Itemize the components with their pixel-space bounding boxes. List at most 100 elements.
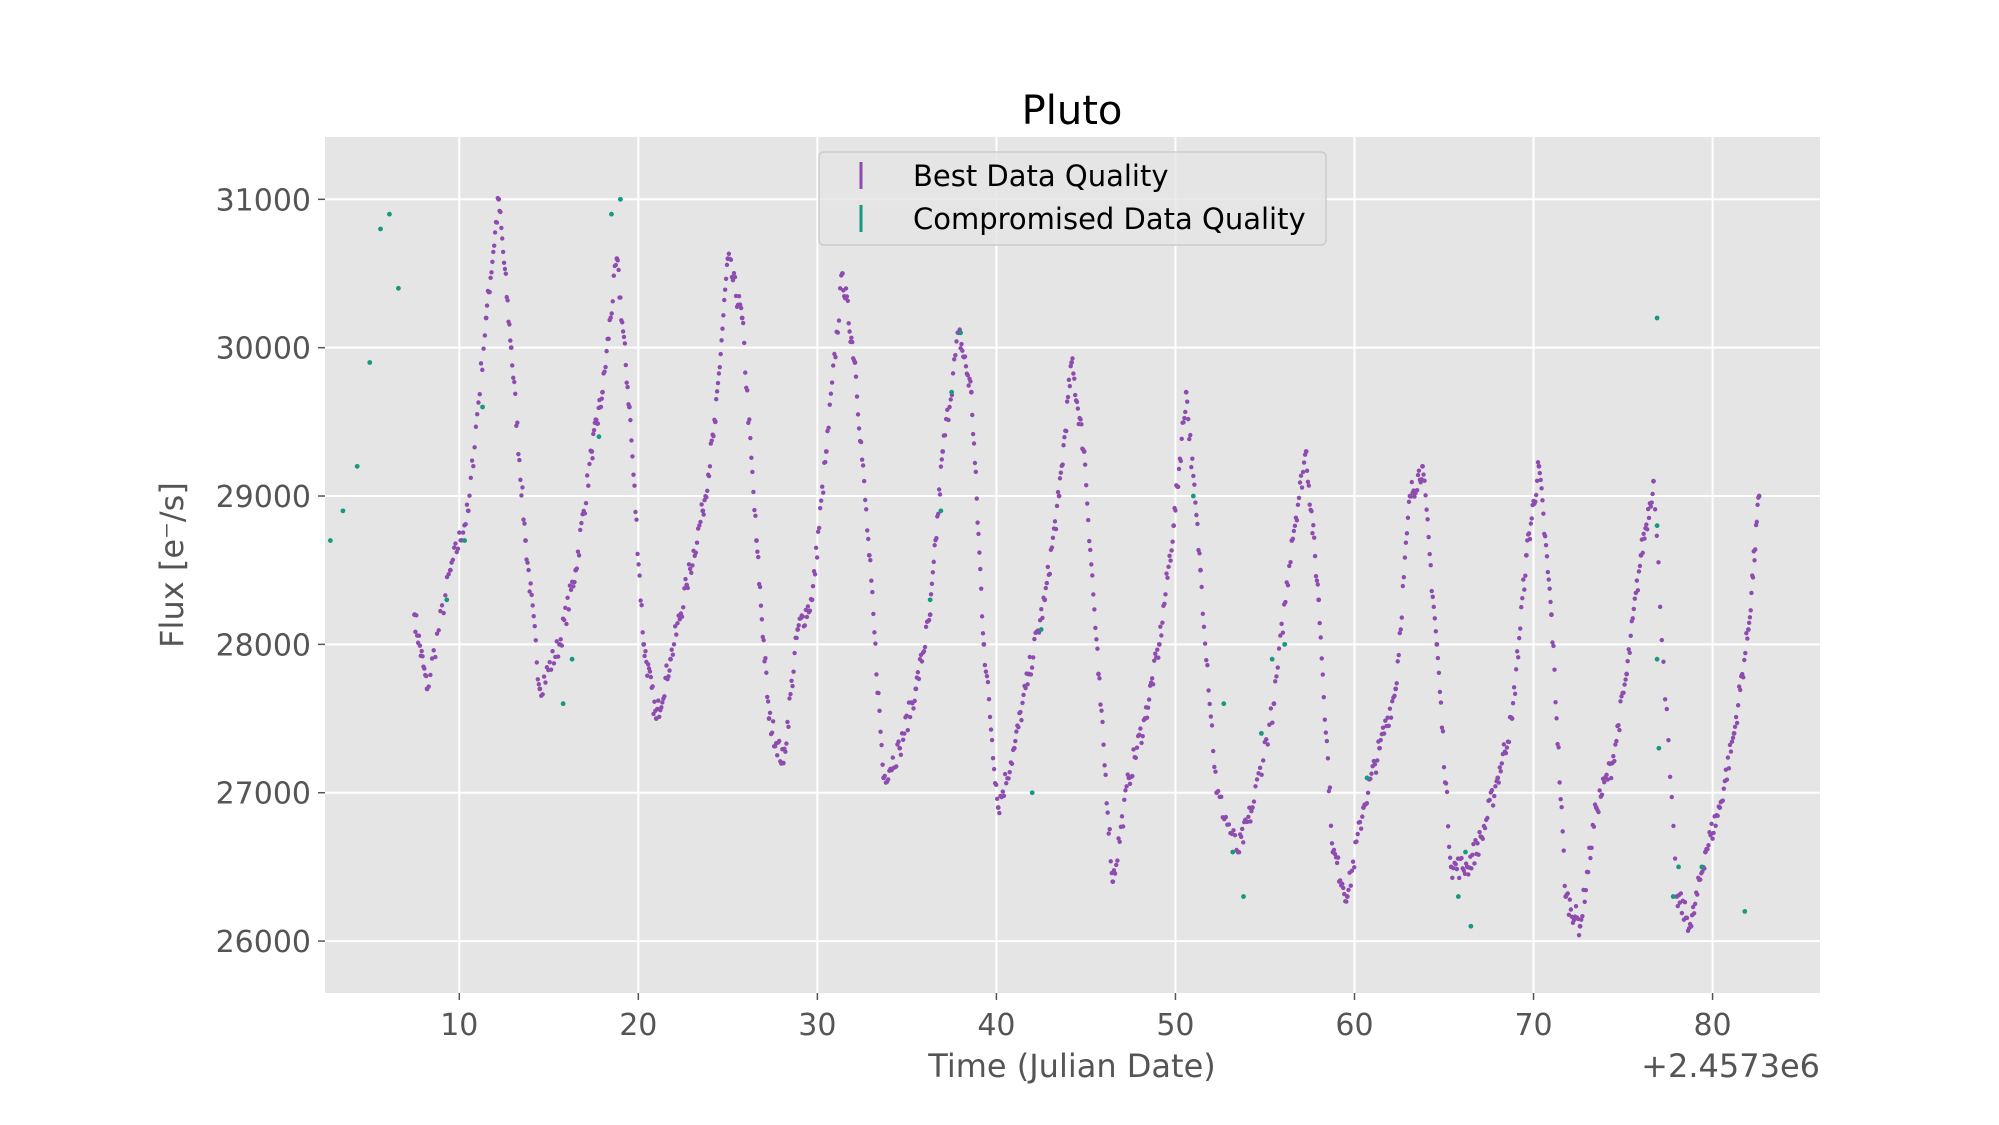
best-quality-point <box>477 391 482 397</box>
best-quality-point <box>543 680 548 685</box>
best-quality-point <box>1324 738 1330 744</box>
best-quality-point <box>792 650 797 656</box>
best-quality-point <box>1042 597 1048 603</box>
best-quality-point <box>1604 772 1609 778</box>
best-quality-point <box>978 586 984 591</box>
best-quality-point <box>1198 567 1203 573</box>
best-quality-point <box>953 353 958 358</box>
best-quality-point <box>575 549 581 554</box>
best-quality-point <box>819 498 824 503</box>
best-quality-point <box>1614 738 1619 744</box>
best-quality-point <box>453 541 458 546</box>
best-quality-point <box>759 617 765 622</box>
best-quality-point <box>1241 840 1246 845</box>
best-quality-point <box>629 438 634 443</box>
best-quality-point <box>576 553 582 558</box>
best-quality-point <box>737 302 743 307</box>
best-quality-point <box>540 692 545 697</box>
compromised-quality-point <box>1699 864 1705 870</box>
best-quality-point <box>1756 493 1762 499</box>
best-quality-point <box>1392 693 1397 698</box>
best-quality-point <box>1708 833 1713 838</box>
best-quality-point <box>1747 615 1753 620</box>
best-quality-point <box>974 496 979 501</box>
best-quality-point <box>1433 629 1439 634</box>
best-quality-point <box>615 258 620 263</box>
best-quality-point <box>610 299 615 304</box>
best-quality-point <box>1210 748 1216 754</box>
best-quality-point <box>566 607 571 612</box>
best-quality-point <box>1327 785 1333 790</box>
best-quality-point <box>1082 462 1088 467</box>
best-quality-point <box>1617 727 1622 733</box>
best-quality-point <box>878 729 883 735</box>
best-quality-point <box>595 421 601 426</box>
best-quality-point <box>1544 554 1550 559</box>
best-quality-point <box>1557 780 1562 785</box>
best-quality-point <box>1582 899 1587 905</box>
best-quality-point <box>861 478 867 484</box>
best-quality-point <box>1127 781 1133 786</box>
best-quality-point <box>1634 578 1640 583</box>
best-quality-point <box>1346 887 1351 893</box>
best-quality-point <box>785 719 790 725</box>
best-quality-point <box>1646 515 1652 521</box>
best-quality-point <box>1275 665 1280 670</box>
best-quality-point <box>1421 472 1426 477</box>
best-quality-point <box>469 458 475 463</box>
best-quality-point <box>900 737 906 743</box>
best-quality-point <box>1100 719 1105 725</box>
best-quality-point <box>879 742 884 748</box>
best-quality-point <box>1682 900 1688 905</box>
best-quality-point <box>683 576 688 582</box>
best-quality-point <box>1176 466 1182 472</box>
best-quality-point <box>1192 482 1197 487</box>
best-quality-point <box>1183 409 1188 415</box>
best-quality-point <box>978 566 983 572</box>
best-quality-point <box>1579 917 1584 922</box>
best-quality-point <box>1496 780 1501 785</box>
best-quality-point <box>1094 637 1099 642</box>
best-quality-point <box>656 698 661 703</box>
best-quality-point <box>1591 824 1597 829</box>
best-quality-point <box>993 782 999 788</box>
best-quality-point <box>1301 460 1307 465</box>
best-quality-point <box>1608 775 1614 781</box>
best-quality-point <box>1611 753 1616 759</box>
best-quality-point <box>1331 847 1337 853</box>
best-quality-point <box>1152 658 1157 663</box>
best-quality-point <box>643 648 648 654</box>
best-quality-point <box>743 370 748 375</box>
best-quality-point <box>1475 841 1480 846</box>
best-quality-point <box>1223 814 1229 820</box>
best-quality-point <box>1097 676 1102 681</box>
best-quality-point <box>1545 569 1551 575</box>
best-quality-point <box>1652 507 1658 512</box>
best-quality-point <box>1086 517 1091 523</box>
best-quality-point <box>1466 872 1471 877</box>
best-quality-point <box>670 652 676 657</box>
best-quality-point <box>1085 501 1090 506</box>
best-quality-point <box>1432 616 1438 621</box>
best-quality-point <box>1137 732 1142 738</box>
compromised-quality-point <box>560 701 566 707</box>
data-points <box>327 195 1762 938</box>
best-quality-point <box>1709 821 1714 827</box>
best-quality-point <box>981 641 987 647</box>
best-quality-point <box>1372 762 1378 767</box>
best-quality-point <box>523 538 528 543</box>
best-quality-point <box>584 473 590 478</box>
best-quality-point <box>1139 740 1144 746</box>
best-quality-point <box>858 439 864 445</box>
best-quality-point <box>1599 792 1605 797</box>
best-quality-point <box>947 404 952 410</box>
best-quality-point <box>1294 518 1300 523</box>
best-quality-point <box>770 719 776 724</box>
best-quality-point <box>1659 637 1665 643</box>
compromised-quality-point <box>1670 894 1676 899</box>
best-quality-point <box>905 727 910 733</box>
best-quality-point <box>1506 739 1512 745</box>
compromised-quality-point <box>1654 656 1660 662</box>
best-quality-point <box>1185 399 1190 404</box>
best-quality-point <box>484 303 490 308</box>
